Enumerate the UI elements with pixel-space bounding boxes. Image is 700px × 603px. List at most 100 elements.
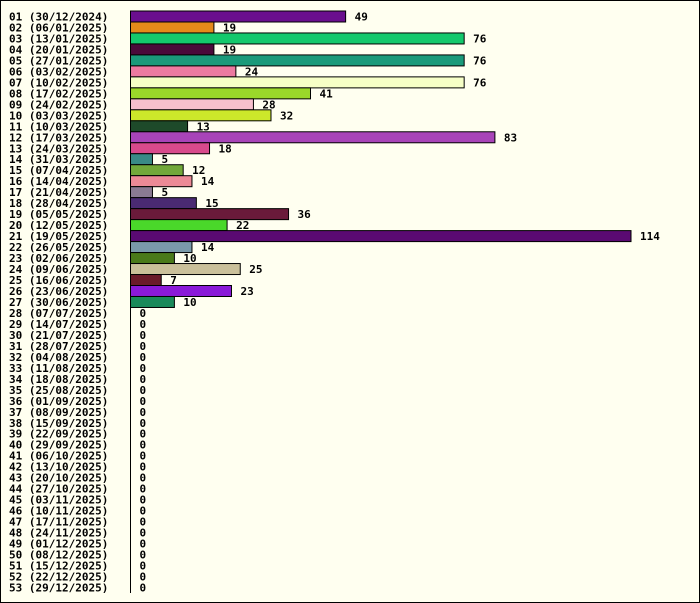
category-label: 31 (28/07/2025) — [9, 340, 108, 353]
value-label: 0 — [140, 340, 147, 353]
value-label: 10 — [183, 296, 196, 309]
category-label: 10 (03/03/2025) — [9, 109, 108, 122]
category-label: 38 (15/09/2025) — [9, 417, 108, 430]
value-label: 0 — [140, 581, 147, 594]
value-label: 76 — [473, 54, 487, 67]
bar — [130, 131, 496, 144]
category-label: 40 (29/09/2025) — [9, 439, 108, 452]
bar — [130, 54, 465, 67]
value-labels-group: 4919761976247641283213831851214515362211… — [140, 10, 661, 594]
value-label: 83 — [504, 131, 517, 144]
value-label: 0 — [140, 406, 147, 419]
category-label: 53 (29/12/2025) — [9, 581, 108, 594]
bar — [130, 32, 465, 45]
category-label: 02 (06/01/2025) — [9, 21, 108, 34]
value-label: 0 — [140, 516, 147, 529]
bar — [130, 252, 175, 265]
category-label: 33 (11/08/2025) — [9, 362, 108, 375]
category-label: 04 (20/01/2025) — [9, 43, 108, 56]
bar — [130, 285, 232, 297]
category-label: 47 (17/11/2025) — [9, 516, 108, 529]
value-label: 15 — [205, 197, 218, 210]
category-label: 52 (22/12/2025) — [9, 570, 108, 583]
category-label: 23 (02/06/2025) — [9, 252, 108, 265]
value-label: 76 — [473, 32, 487, 45]
bar — [130, 98, 254, 111]
category-label: 37 (08/09/2025) — [9, 406, 108, 419]
bar — [130, 164, 184, 177]
value-label: 12 — [192, 164, 205, 177]
bar — [130, 65, 237, 78]
category-label: 17 (21/04/2025) — [9, 186, 108, 199]
value-label: 14 — [201, 241, 215, 254]
category-label: 25 (16/06/2025) — [9, 274, 108, 287]
category-label: 13 (24/03/2025) — [9, 142, 108, 155]
category-label: 49 (01/12/2025) — [9, 538, 108, 551]
bar — [130, 10, 347, 23]
value-label: 0 — [140, 351, 147, 364]
category-label: 15 (07/04/2025) — [9, 164, 108, 177]
value-label: 24 — [245, 65, 259, 78]
value-label: 0 — [140, 395, 147, 408]
category-label: 24 (09/06/2025) — [9, 263, 108, 276]
value-label: 0 — [140, 559, 147, 572]
bar — [130, 175, 193, 188]
bar — [130, 274, 162, 287]
bar — [130, 76, 465, 89]
value-label: 10 — [183, 252, 196, 265]
category-label: 32 (04/08/2025) — [9, 351, 108, 364]
value-label: 0 — [140, 329, 147, 342]
category-label: 48 (24/11/2025) — [9, 527, 108, 540]
bar — [130, 263, 241, 276]
category-label: 29 (14/07/2025) — [9, 318, 108, 331]
category-label: 28 (07/07/2025) — [9, 307, 108, 320]
bars-group — [130, 10, 632, 308]
value-label: 23 — [240, 285, 253, 298]
category-label: 35 (25/08/2025) — [9, 384, 108, 397]
value-label: 7 — [170, 274, 177, 287]
value-label: 14 — [201, 175, 215, 188]
category-label: 12 (17/03/2025) — [9, 131, 108, 144]
bar — [130, 87, 312, 100]
bar — [130, 153, 153, 166]
category-label: 36 (01/09/2025) — [9, 395, 108, 408]
category-label: 09 (24/02/2025) — [9, 98, 108, 111]
value-label: 0 — [140, 450, 147, 463]
bar — [130, 186, 153, 199]
value-label: 0 — [140, 384, 147, 397]
value-label: 0 — [140, 505, 147, 518]
value-label: 5 — [161, 186, 168, 199]
category-label: 51 (15/12/2025) — [9, 559, 108, 572]
bar — [130, 241, 193, 254]
category-label: 11 (10/03/2025) — [9, 120, 108, 133]
value-label: 25 — [249, 263, 262, 276]
category-label: 50 (08/12/2025) — [9, 549, 108, 562]
bar — [130, 43, 215, 56]
bar — [130, 230, 632, 243]
category-label: 34 (18/08/2025) — [9, 373, 108, 386]
value-label: 0 — [140, 461, 147, 474]
category-label: 16 (14/04/2025) — [9, 175, 108, 188]
value-label: 19 — [223, 21, 236, 34]
category-label: 41 (06/10/2025) — [9, 450, 108, 463]
value-label: 76 — [473, 76, 487, 89]
category-label: 22 (26/05/2025) — [9, 241, 108, 254]
category-label: 08 (17/02/2025) — [9, 87, 108, 100]
bar — [130, 109, 272, 122]
value-label: 18 — [219, 142, 232, 155]
category-label: 20 (12/05/2025) — [9, 219, 108, 232]
category-label: 30 (21/07/2025) — [9, 329, 108, 342]
value-label: 0 — [140, 417, 147, 430]
value-label: 0 — [140, 483, 147, 496]
bar — [130, 219, 228, 232]
category-labels-group: 01 (30/12/2024)02 (06/01/2025)03 (13/01/… — [9, 10, 108, 594]
value-label: 114 — [640, 230, 660, 243]
value-label: 0 — [140, 307, 147, 320]
bar — [130, 295, 175, 308]
value-label: 36 — [298, 208, 312, 221]
value-label: 0 — [140, 373, 147, 386]
value-label: 0 — [140, 538, 147, 551]
category-label: 43 (20/10/2025) — [9, 472, 108, 485]
